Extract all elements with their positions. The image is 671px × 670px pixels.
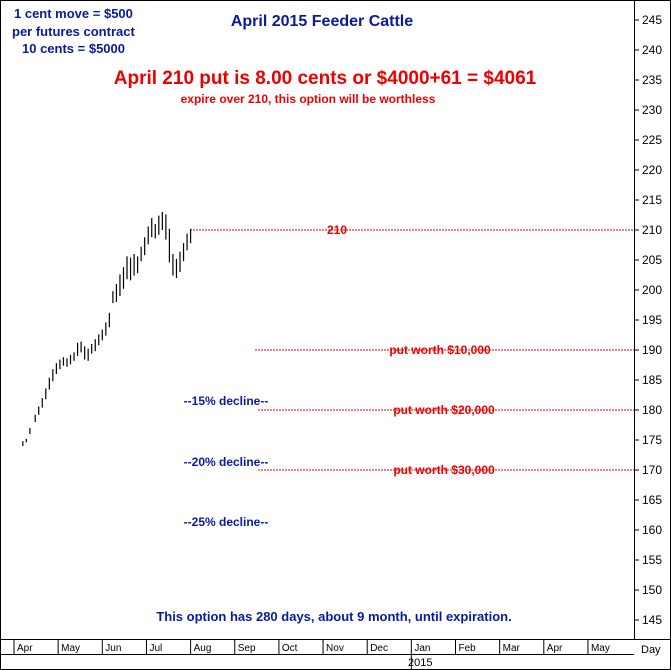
level-label: put worth $20,000 — [393, 403, 495, 417]
level-label: put worth $30,000 — [393, 463, 495, 477]
y-tick-label: 160 — [642, 523, 662, 537]
y-tick-label: 235 — [642, 73, 662, 87]
x-tick-label: Aug — [194, 643, 212, 654]
y-tick-label: 155 — [642, 553, 662, 567]
note-line-3: 10 cents = $5000 — [22, 41, 125, 56]
y-tick-label: 215 — [642, 193, 662, 207]
x-tick-label: Sep — [238, 643, 256, 654]
decline-label: --25% decline-- — [184, 515, 269, 529]
y-tick-label: 165 — [642, 493, 662, 507]
x-tick-label: May — [61, 643, 80, 654]
x-tick-label: Jan — [414, 643, 430, 654]
level-label: put worth $10,000 — [389, 343, 491, 357]
price-levels: 210 put worth $10,000 put worth $20,000 put… — [190, 223, 634, 477]
y-tick-label: 195 — [642, 313, 662, 327]
y-axis: 145 150 155 160 165 170 175 180 185 190 195 200 205 2… — [634, 13, 662, 627]
note-line-2: per futures contract — [12, 24, 135, 39]
y-tick-label: 190 — [642, 343, 662, 357]
y-tick-label: 205 — [642, 253, 662, 267]
x-tick-label: Jul — [149, 643, 162, 654]
headline: April 210 put is 8.00 cents or $4000+61 … — [114, 68, 537, 89]
y-tick-label: 245 — [642, 13, 662, 27]
x-tick-label: Apr — [17, 643, 33, 654]
x-tick-label: Jun — [105, 643, 121, 654]
y-tick-label: 210 — [642, 223, 662, 237]
x-axis-corner-label: Day — [641, 644, 661, 656]
y-tick-label: 230 — [642, 103, 662, 117]
decline-labels: --15% decline-- --20% decline-- --25% decl… — [184, 394, 269, 529]
level-label: 210 — [327, 223, 347, 237]
y-tick-label: 220 — [642, 163, 662, 177]
x-tick-label: Apr — [547, 643, 563, 654]
y-tick-label: 200 — [642, 283, 662, 297]
y-tick-label: 240 — [642, 43, 662, 57]
x-tick-label: Oct — [282, 643, 298, 654]
footer-note: This option has 280 days, about 9 month,… — [156, 609, 511, 624]
y-tick-label: 150 — [642, 583, 662, 597]
x-axis-year-label: 2015 — [408, 657, 432, 669]
chart-title: April 2015 Feeder Cattle — [231, 13, 413, 30]
y-tick-label: 175 — [642, 433, 662, 447]
y-tick-label: 170 — [642, 463, 662, 477]
x-tick-label: Mar — [503, 643, 521, 654]
note-line-1: 1 cent move = $500 — [14, 6, 133, 21]
y-tick-label: 145 — [642, 613, 662, 627]
x-tick-label: Dec — [370, 643, 388, 654]
decline-label: --15% decline-- — [184, 394, 269, 408]
subheadline: expire over 210, this option will be wor… — [181, 92, 436, 106]
x-tick-label: May — [591, 643, 610, 654]
x-tick-label: Nov — [326, 643, 344, 654]
y-tick-label: 225 — [642, 133, 662, 147]
price-bars — [22, 212, 192, 446]
y-tick-label: 185 — [642, 373, 662, 387]
y-tick-label: 180 — [642, 403, 662, 417]
x-tick-label: Feb — [459, 643, 477, 654]
decline-label: --20% decline-- — [184, 455, 269, 469]
x-axis: Apr May Jun Jul Aug Sep Oct Nov Dec Jan Feb Mar Apr M… — [13, 640, 610, 669]
